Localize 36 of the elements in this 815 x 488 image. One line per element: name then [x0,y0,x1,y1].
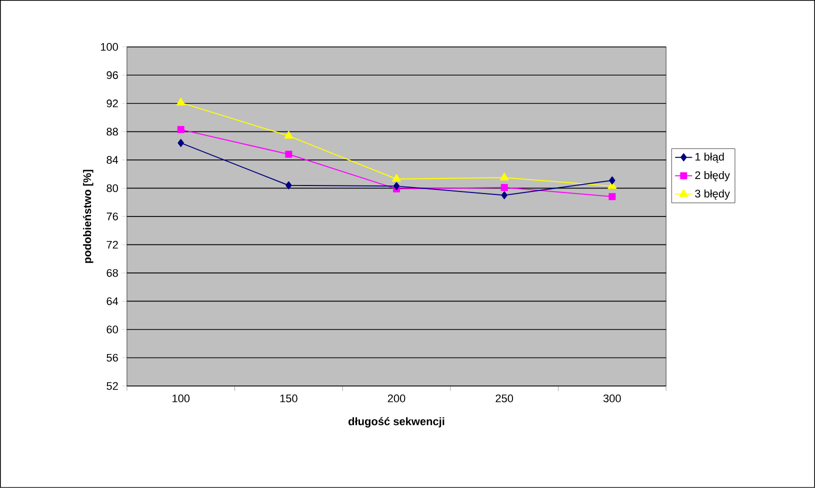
point [284,130,294,139]
y-tick-label: 68 [106,269,118,277]
y-tick-label: 84 [106,156,118,164]
point [178,139,184,148]
x-tick-label: 100 [172,394,190,402]
legend-label: 3 błędy [695,190,730,200]
y-tick-label: 52 [106,382,118,390]
y-tick-label: 80 [106,184,118,192]
x-tick-label: 300 [603,394,621,402]
point [609,176,616,184]
legend-label: 1 błąd [695,152,724,163]
y-tick-label: 64 [106,297,118,306]
y-tick-label: 72 [106,240,118,249]
y-tick-label: 92 [106,100,118,108]
point [500,172,509,180]
point [285,150,292,158]
y-tick-label: 60 [106,326,118,334]
point [286,181,292,190]
y-tick-label: 88 [106,128,118,136]
point [608,193,616,200]
point [392,174,401,182]
y-axis-title: podobieństwo [%] [82,170,94,263]
y-tick-label: 96 [106,71,118,80]
x-tick-label: 250 [496,394,514,402]
point [177,126,184,134]
x-tick-label: 200 [388,394,406,402]
legend-label: 2 błędy [695,171,730,182]
point [501,191,508,200]
point [500,184,508,192]
x-axis-title: długość sekwencji [348,417,444,428]
y-tick-label: 76 [106,212,118,220]
y-tick-label: 100 [100,43,118,51]
point [393,182,400,190]
point [176,98,186,106]
x-tick-label: 150 [280,394,298,402]
y-tick-label: 56 [106,354,118,362]
